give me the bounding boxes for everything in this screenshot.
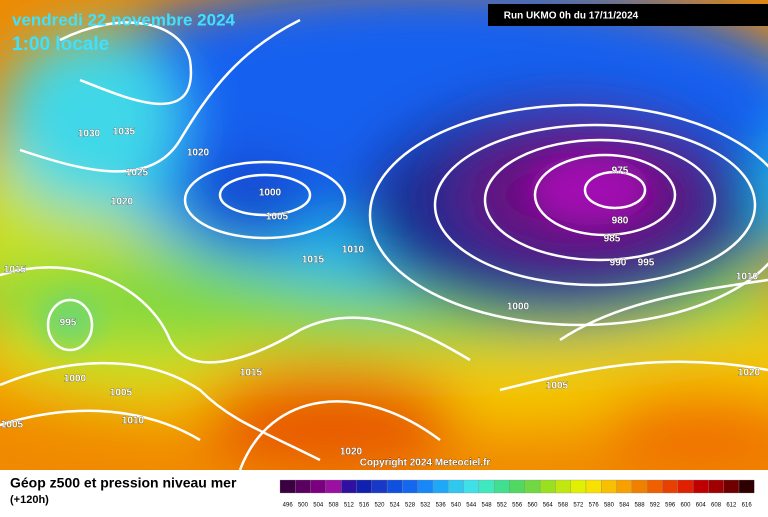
geopotential-field: vendredi 22 novembre 2024 1:00 locale Ru… bbox=[0, 0, 768, 470]
map-title: vendredi 22 novembre 2024 bbox=[12, 10, 236, 29]
scale-swatch bbox=[692, 479, 709, 494]
scale-label: 576 bbox=[589, 503, 600, 509]
scale-label: 556 bbox=[512, 503, 523, 509]
scale-label: 608 bbox=[711, 503, 722, 509]
scale-swatch bbox=[677, 479, 694, 494]
scale-swatch bbox=[524, 479, 541, 494]
isobar-label: 995 bbox=[638, 258, 655, 269]
scale-label: 560 bbox=[527, 503, 538, 509]
isobar-label: 1000 bbox=[507, 302, 530, 313]
scale-swatch bbox=[448, 479, 464, 494]
isobar-label: 1015 bbox=[240, 368, 263, 379]
isobar-label: 1005 bbox=[110, 388, 133, 399]
scale-label: 508 bbox=[329, 503, 340, 509]
scale-label: 612 bbox=[726, 503, 737, 509]
scale-swatch bbox=[708, 479, 724, 494]
scale-label: 500 bbox=[298, 503, 309, 509]
scale-swatch bbox=[647, 479, 663, 494]
scale-swatch bbox=[279, 479, 296, 494]
scale-label: 504 bbox=[313, 503, 324, 509]
map-subtitle: 1:00 locale bbox=[12, 34, 109, 55]
scale-swatch bbox=[478, 479, 495, 494]
scale-swatch bbox=[723, 479, 740, 494]
scale-label: 536 bbox=[436, 503, 447, 509]
scale-label: 584 bbox=[619, 503, 630, 509]
isobar-label: 1005 bbox=[546, 381, 569, 392]
scale-label: 528 bbox=[405, 503, 416, 509]
isobar-label: 1005 bbox=[1, 420, 24, 431]
scale-label: 524 bbox=[390, 503, 401, 509]
isobar-label: 1010 bbox=[342, 245, 365, 256]
scale-label: 564 bbox=[543, 503, 554, 509]
scale-label: 540 bbox=[451, 503, 462, 509]
scale-label: 548 bbox=[482, 503, 493, 509]
scale-swatch bbox=[463, 479, 480, 494]
legend-title: Géop z500 et pression niveau mer bbox=[10, 475, 237, 491]
isobar-label: 975 bbox=[612, 166, 629, 177]
scale-swatch bbox=[371, 479, 388, 494]
scale-label: 588 bbox=[635, 503, 646, 509]
scale-swatch bbox=[570, 479, 587, 494]
isobar-label: 980 bbox=[612, 216, 629, 227]
isobar-label: 1015 bbox=[4, 265, 27, 276]
scale-swatch bbox=[494, 479, 510, 494]
isobar-label: 1010 bbox=[736, 272, 759, 283]
run-label: Run UKMO 0h du 17/11/2024 bbox=[504, 11, 639, 22]
scale-swatch bbox=[616, 479, 633, 494]
scale-label: 596 bbox=[665, 503, 676, 509]
scale-swatch bbox=[402, 479, 418, 494]
scale-label: 592 bbox=[650, 503, 661, 509]
isobar-label: 990 bbox=[610, 258, 627, 269]
scale-swatch bbox=[295, 479, 311, 494]
isobar-label: 1005 bbox=[266, 212, 289, 223]
isobar-label: 1015 bbox=[302, 255, 325, 266]
lead-time: (+120h) bbox=[10, 494, 49, 506]
scale-label: 520 bbox=[374, 503, 385, 509]
scale-label: 512 bbox=[344, 503, 355, 509]
scale-swatch bbox=[555, 479, 571, 494]
isobar-label: 1020 bbox=[738, 368, 761, 379]
scale-label: 572 bbox=[573, 503, 584, 509]
isobar-label: 1035 bbox=[113, 127, 136, 138]
isobar-label: 1020 bbox=[111, 197, 134, 208]
scale-label: 600 bbox=[680, 503, 691, 509]
scale-label: 532 bbox=[420, 503, 431, 509]
isobar-label: 1000 bbox=[64, 374, 87, 385]
scale-label: 568 bbox=[558, 503, 569, 509]
scale-label: 516 bbox=[359, 503, 370, 509]
isobar-label: 1020 bbox=[340, 447, 363, 458]
run-box bbox=[488, 4, 768, 26]
isobar-label: 1020 bbox=[187, 148, 210, 159]
scale-swatch bbox=[738, 479, 755, 494]
scale-label: 580 bbox=[604, 503, 615, 509]
scale-swatch bbox=[386, 479, 403, 494]
isobar-label: 1000 bbox=[259, 188, 282, 199]
scale-swatch bbox=[631, 479, 648, 494]
isobar-label: 1030 bbox=[78, 129, 101, 140]
scale-swatch bbox=[432, 479, 449, 494]
scale-swatch bbox=[585, 479, 602, 494]
isobar-label: 1010 bbox=[122, 416, 145, 427]
scale-swatch bbox=[601, 479, 617, 494]
scale-swatch bbox=[539, 479, 556, 494]
scale-label: 544 bbox=[466, 503, 477, 509]
copyright: Copyright 2024 Meteociel.fr bbox=[360, 458, 491, 469]
scale-label: 616 bbox=[742, 503, 753, 509]
scale-label: 496 bbox=[283, 503, 294, 509]
scale-swatch bbox=[310, 479, 327, 494]
scale-swatch bbox=[417, 479, 434, 494]
isobars bbox=[0, 18, 768, 470]
scale-swatch bbox=[341, 479, 357, 494]
scale-label: 604 bbox=[696, 503, 707, 509]
scale-label: 552 bbox=[497, 503, 508, 509]
scale-swatch bbox=[509, 479, 525, 494]
scale-swatch bbox=[356, 479, 372, 494]
scale-swatch bbox=[662, 479, 678, 494]
isobar-label: 995 bbox=[60, 318, 77, 329]
scale-swatch bbox=[325, 479, 342, 494]
isobar-label: 985 bbox=[604, 234, 621, 245]
isobar-label: 1025 bbox=[126, 168, 149, 179]
